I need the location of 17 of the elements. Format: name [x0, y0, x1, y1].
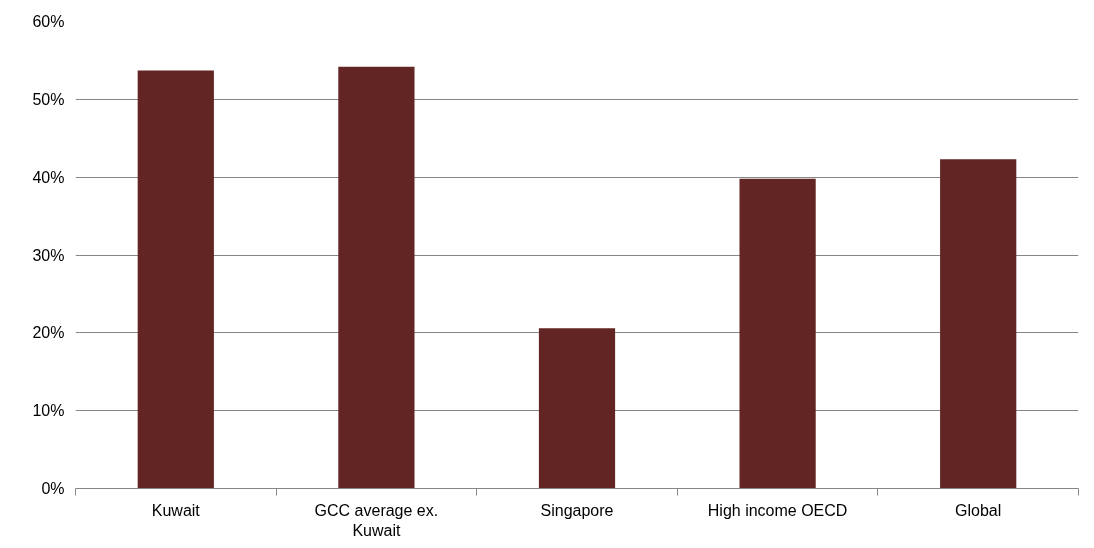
y-tick-label: 20%: [32, 324, 65, 342]
bar: [137, 70, 214, 489]
bar: [940, 159, 1017, 489]
y-tick-label: 30%: [32, 246, 65, 264]
y-tick-label: 60%: [32, 13, 65, 30]
y-tick-label: 50%: [32, 90, 65, 108]
x-tick-label: GCC average ex. Kuwait: [314, 501, 439, 539]
x-tick-label: Kuwait: [151, 501, 201, 519]
x-tick-label: Singapore: [540, 501, 614, 519]
y-tick-label: 0%: [41, 480, 65, 497]
bar: [538, 328, 616, 489]
x-tick-label: High income OECD: [707, 501, 848, 519]
x-tick-label: Global: [955, 501, 1002, 519]
bar: [338, 66, 415, 489]
y-tick-label: 10%: [32, 402, 65, 420]
y-tick-label: 40%: [32, 168, 65, 186]
bar: [739, 178, 816, 489]
